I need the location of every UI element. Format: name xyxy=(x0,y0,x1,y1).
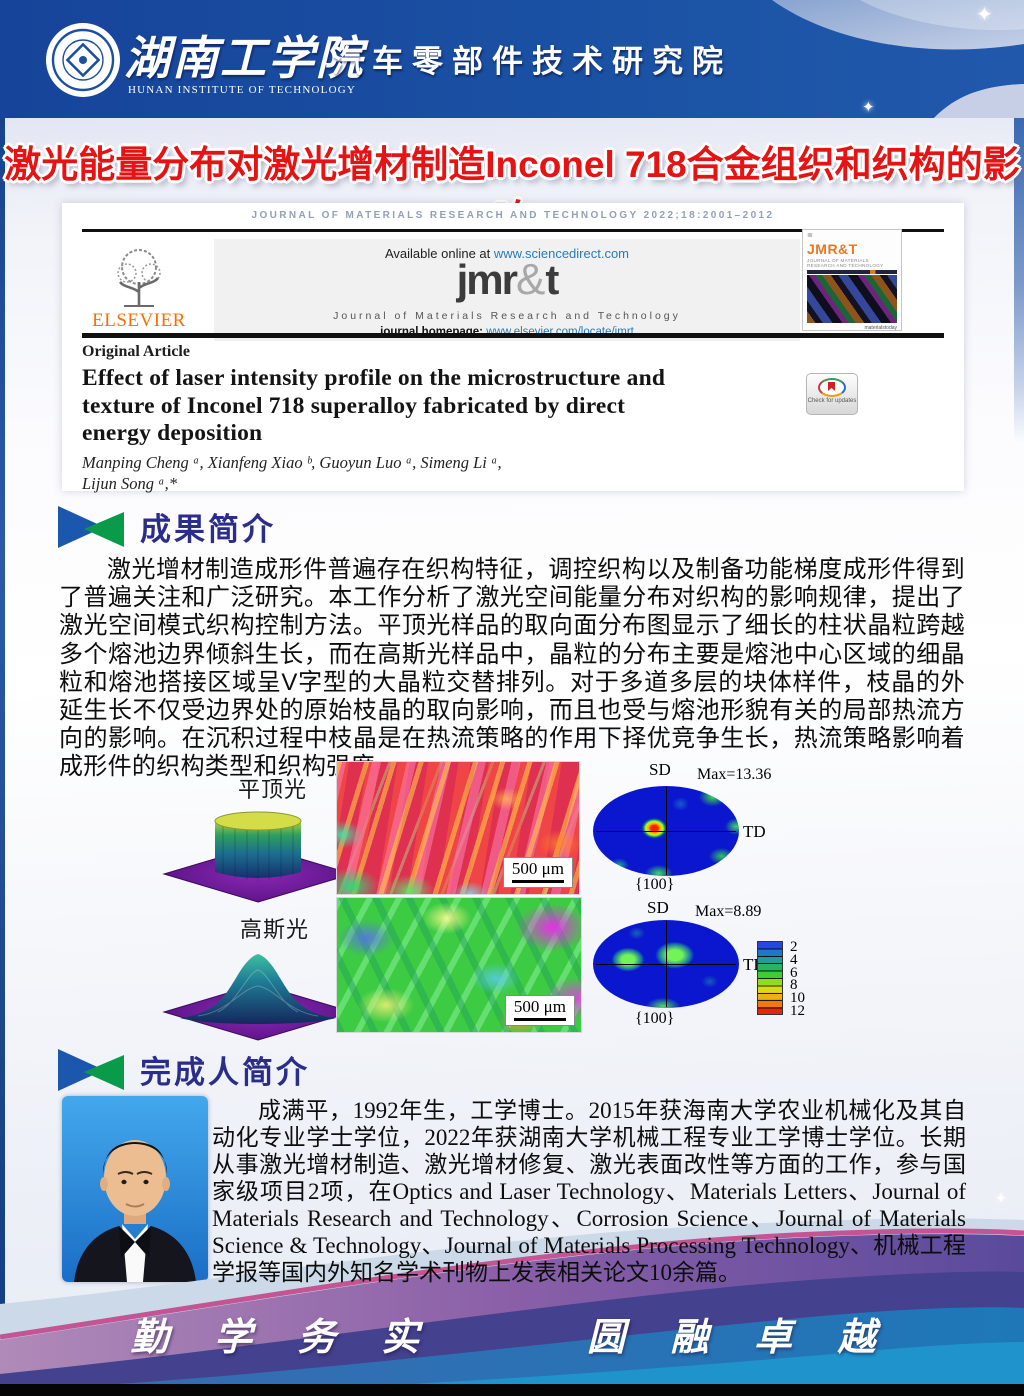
footer-motto: 勤 学 务 实 圆 融 卓 越 xyxy=(0,1306,1024,1361)
scale-bar-label: 500 μm xyxy=(511,859,564,878)
axis-label-sd: SD xyxy=(649,760,671,779)
motto-left: 勤 学 务 实 xyxy=(130,1317,437,1359)
colorbar-tick: 4 xyxy=(790,951,798,968)
authors-block: Manping Cheng ᵃ, Xianfeng Xiao ᵇ, Guoyun… xyxy=(82,452,502,494)
header-banner: 湖南工学院 HUNAN INSTITUTE OF TECHNOLOGY 汽车零部… xyxy=(0,0,1024,135)
author-bio: 成满平，1992年生，工学博士。2015年获海南大学农业机械化及其自动化专业学士… xyxy=(212,1098,966,1285)
gaussian-label: 高斯光 xyxy=(240,917,310,942)
cover-footer-text: materialstoday xyxy=(864,325,897,331)
cover-subtitle: JOURNAL OF MATERIALS RESEARCH AND TECHNO… xyxy=(807,258,884,268)
check-for-updates-badge[interactable]: Check for updates xyxy=(806,373,858,415)
ebsd-map-flat-top: 500 μm xyxy=(336,761,580,895)
colorbar-tick: 8 xyxy=(790,977,798,994)
journal-header-box: Available online at www.sciencedirect.co… xyxy=(214,239,800,341)
footer-decoration xyxy=(0,1208,1024,1396)
ebsd-map-gaussian: 500 μm xyxy=(336,897,582,1033)
university-name-cn: 湖南工学院 xyxy=(124,33,364,84)
flat-top-beam-profile xyxy=(162,811,354,903)
sparkle-icon: ✦ xyxy=(976,4,993,26)
sciencedirect-link[interactable]: www.sciencedirect.com xyxy=(493,246,630,261)
axis-label-td: TD xyxy=(743,822,766,841)
pole-plot xyxy=(593,786,739,876)
flat-top-label: 平顶光 xyxy=(238,777,308,802)
section-header-results: 成果简介 xyxy=(58,503,276,549)
authors-line-2: Lijun Song ᵃ,* xyxy=(82,474,178,493)
journal-cover-thumbnail: ≣ JMR&T JOURNAL OF MATERIALS RESEARCH AN… xyxy=(802,229,902,331)
results-paragraph: 激光增材制造成形件普遍存在织构特征，调控织构以及制备功能梯度成形件得到了普遍关注… xyxy=(59,556,965,781)
section-arrow-icon xyxy=(58,506,124,548)
sparkle-icon: ✦ xyxy=(995,1190,1007,1206)
footer-wave-graphic xyxy=(0,1218,1024,1396)
cover-corner-mark: ≣ xyxy=(807,232,813,239)
section-header-author: 完成人简介 xyxy=(58,1046,310,1092)
authors-line-1: Manping Cheng ᵃ, Xianfeng Xiao ᵇ, Guoyun… xyxy=(82,453,502,472)
jmrt-logo-ampersand: & xyxy=(516,255,546,304)
pole-figure-flat-top: SD Max=13.36 TD {100} xyxy=(593,760,833,893)
colorbar-tick: 10 xyxy=(790,990,805,1007)
scale-bar: 500 μm xyxy=(502,857,573,888)
bookmark-icon xyxy=(818,378,846,397)
cover-title: JMR&T xyxy=(807,241,858,257)
colorbar-tick: 6 xyxy=(790,964,798,981)
jmrt-logo: jmr&t xyxy=(214,258,800,308)
elsevier-logo: ELSEVIER xyxy=(78,240,200,332)
available-online-label: Available online at xyxy=(384,246,491,261)
scale-bar-label: 500 μm xyxy=(513,997,566,1016)
check-updates-label: Check for updates xyxy=(807,398,857,404)
divider xyxy=(82,333,944,338)
elsevier-wordmark: ELSEVIER xyxy=(92,310,186,331)
jmrt-logo-t: t xyxy=(545,256,559,303)
author-photo xyxy=(62,1096,208,1282)
sparkle-icon: ✦ xyxy=(862,99,875,116)
article-type: Original Article xyxy=(82,343,190,360)
pole-vertical-axis xyxy=(666,786,667,876)
cover-image xyxy=(807,275,897,323)
right-edge-decor xyxy=(1014,92,1024,442)
colorbar xyxy=(757,941,783,1015)
max-intensity-label: Max=8.89 xyxy=(695,903,762,920)
paper-title: Effect of laser intensity profile on the… xyxy=(82,365,666,446)
axis-label-sd: SD xyxy=(647,898,669,917)
scale-bar: 500 μm xyxy=(504,995,575,1026)
elsevier-tree-icon xyxy=(117,249,161,307)
pole-plot xyxy=(593,920,739,1008)
colorbar-ticks: 2 4 6 8 10 12 xyxy=(790,939,805,1019)
available-online-line: Available online at www.sciencedirect.co… xyxy=(214,246,800,261)
university-logo xyxy=(44,21,122,99)
cover-bar xyxy=(807,270,897,274)
gaussian-beam-profile xyxy=(162,954,354,1041)
colorbar-tick: 12 xyxy=(790,1002,805,1019)
motto-right: 圆 融 卓 越 xyxy=(587,1317,894,1359)
results-section-title: 成果简介 xyxy=(140,511,276,547)
journal-name: Journal of Materials Research and Techno… xyxy=(333,310,681,322)
scale-bar-line xyxy=(511,880,564,883)
institute-name: 汽车零部件技术研究院 xyxy=(332,44,732,79)
plane-label: {100} xyxy=(635,1010,675,1027)
divider xyxy=(82,229,944,232)
pole-figure-gaussian: SD Max=8.89 TD {100} xyxy=(593,898,833,1032)
journal-citation: JOURNAL OF MATERIALS RESEARCH AND TECHNO… xyxy=(251,210,775,221)
bottom-bar xyxy=(0,1384,1024,1396)
pole-vertical-axis xyxy=(666,920,667,1008)
portrait-illustration xyxy=(62,1096,208,1282)
scale-bar-line xyxy=(513,1018,566,1021)
university-seal-icon xyxy=(46,23,120,97)
left-edge-decor xyxy=(0,0,5,1396)
max-intensity-label: Max=13.36 xyxy=(697,766,772,783)
section-arrow-icon xyxy=(58,1049,124,1091)
university-name-en: HUNAN INSTITUTE OF TECHNOLOGY xyxy=(128,84,356,96)
author-section-title: 完成人简介 xyxy=(140,1054,310,1090)
jmrt-logo-jmr: jmr xyxy=(456,256,518,303)
header-background-shape xyxy=(0,0,1024,118)
paper-clipping: JOURNAL OF MATERIALS RESEARCH AND TECHNO… xyxy=(62,203,964,494)
colorbar-tick: 2 xyxy=(790,939,798,955)
plane-label: {100} xyxy=(635,876,675,893)
